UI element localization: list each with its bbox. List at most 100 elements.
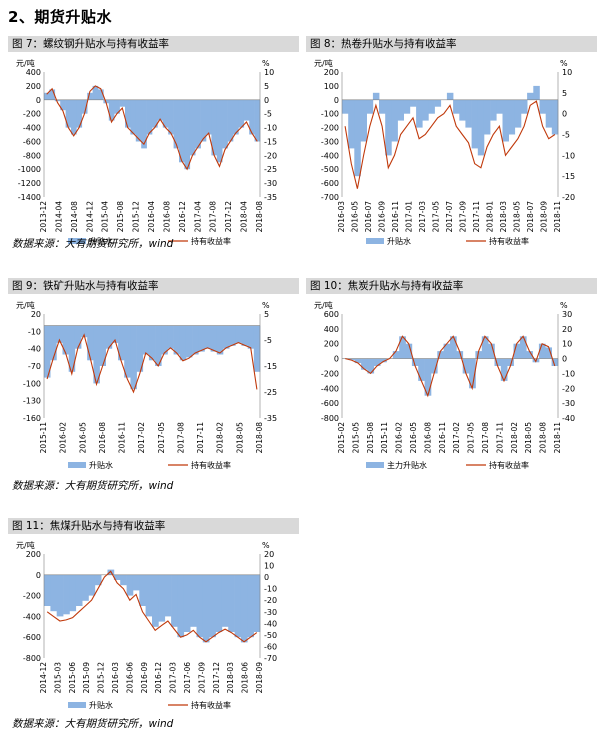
x-tick-label: 2018-03 xyxy=(499,201,508,233)
chart-fig9: 元/吨 %20-10-40-70-100-130-1605-5-15-25-352… xyxy=(16,300,277,470)
basis-bar xyxy=(155,325,162,366)
y-tick-left: -200 xyxy=(23,110,41,119)
y-unit-left: 元/吨 xyxy=(314,58,333,68)
x-tick-label: 2016-02 xyxy=(59,422,68,454)
y-tick-left: 0 xyxy=(334,355,339,364)
basis-bar xyxy=(437,351,444,359)
x-tick-label: 2017-11 xyxy=(472,201,481,233)
y-tick-right: -10 xyxy=(562,369,575,378)
y-tick-left: -160 xyxy=(23,414,41,423)
basis-bar xyxy=(152,574,159,627)
basis-bar xyxy=(222,99,228,149)
basis-bar xyxy=(379,99,386,114)
basis-bar xyxy=(391,99,398,142)
basis-bar xyxy=(82,574,89,601)
basis-bar xyxy=(179,99,185,163)
x-tick-label: 2017-09 xyxy=(197,662,206,694)
basis-bar xyxy=(132,574,140,591)
legend-swatch-basis xyxy=(68,462,86,468)
y-tick-right: -20 xyxy=(264,596,277,605)
x-tick-label: 2014-12 xyxy=(39,662,48,694)
x-tick-label: 2017-06 xyxy=(183,662,192,694)
basis-bar xyxy=(118,325,125,361)
x-tick-label: 2016-05 xyxy=(409,422,418,454)
basis-bar xyxy=(450,336,457,359)
basis-bar xyxy=(418,358,425,381)
x-tick-label: 2015-11 xyxy=(39,422,48,454)
basis-bar xyxy=(372,92,380,100)
basis-bar xyxy=(254,99,261,142)
basis-bar xyxy=(424,358,432,396)
basis-bar xyxy=(235,325,242,343)
legend-swatch-basis xyxy=(68,238,86,244)
x-tick-label: 2017-02 xyxy=(137,422,146,454)
y-tick-left: -600 xyxy=(23,633,41,642)
basis-bar xyxy=(507,358,514,366)
x-tick-label: 2016-03 xyxy=(111,662,120,694)
basis-bar xyxy=(198,325,205,352)
basis-bar xyxy=(68,325,76,372)
legend-swatch-basis xyxy=(68,702,86,708)
basis-bar xyxy=(204,325,211,349)
basis-bar xyxy=(63,574,70,615)
basis-bar xyxy=(209,574,216,638)
basis-bar xyxy=(385,99,392,156)
basis-bar xyxy=(81,99,88,114)
chart-panel-fig10: 图 10：焦炭升贴水与持有收益率 元/吨% 600 400 200 0 -200 -400-… xyxy=(306,278,597,478)
basis-bar xyxy=(139,574,146,606)
x-tick-label: 2015-04 xyxy=(101,201,110,233)
x-tick-label: 2017-08 xyxy=(481,422,490,454)
basis-bar xyxy=(366,99,374,114)
x-tick-label: 2018-03 xyxy=(226,662,235,694)
x-tick-label: 2015-06 xyxy=(68,662,77,694)
y-tick-left: -400 xyxy=(321,151,339,160)
x-tick-label: 2018-04 xyxy=(240,201,249,233)
basis-bar xyxy=(92,85,99,100)
y-tick-left: -200 xyxy=(321,124,339,133)
y-unit-left: 元/吨 xyxy=(16,540,35,550)
basis-bar xyxy=(183,574,191,632)
basis-bar xyxy=(105,325,113,349)
basis-bar xyxy=(161,325,168,355)
x-tick-label: 2014-08 xyxy=(70,201,79,233)
basis-bar xyxy=(56,574,64,617)
basis-bar xyxy=(71,99,77,135)
y-tick-right: -70 xyxy=(264,654,277,663)
y-tick-right: 10 xyxy=(264,68,274,77)
basis-bar xyxy=(56,325,63,343)
y-tick-right: -5 xyxy=(264,110,272,119)
x-tick-label: 2015-08 xyxy=(116,201,125,233)
x-tick-label: 2016-11 xyxy=(438,422,447,454)
y-unit-left: 元/吨 xyxy=(314,300,333,310)
basis-bar xyxy=(171,574,178,627)
basis-bar xyxy=(471,99,479,149)
chart-panel-fig11: 图 11：焦煤升贴水与持有收益率 元/吨% 200 0 -200 -400 -600 -80… xyxy=(8,518,299,714)
basis-bar xyxy=(215,574,223,632)
x-tick-label: 2015-02 xyxy=(337,422,346,454)
basis-bar xyxy=(247,574,254,638)
basis-bar xyxy=(196,574,204,638)
basis-bar xyxy=(430,358,438,374)
y-tick-right: 0 xyxy=(264,573,269,582)
basis-bar xyxy=(44,92,50,100)
legend-label-basis: 升贴水 xyxy=(387,236,411,246)
x-tick-label: 2018-06 xyxy=(241,662,250,694)
basis-bar xyxy=(99,325,106,366)
source-note-fig7: 数据来源：大有期货研究所，wind xyxy=(12,238,174,250)
basis-bar xyxy=(173,325,181,355)
basis-bar xyxy=(148,325,156,361)
basis-bar xyxy=(189,99,196,156)
basis-bar xyxy=(206,99,212,135)
y-tick-left: -800 xyxy=(23,151,41,160)
x-tick-label: 2016-08 xyxy=(162,201,171,233)
x-tick-label: 2015-12 xyxy=(132,201,141,233)
chart-fig8: 元/吨 %2001000-100-200-300-400-500-600-7001… xyxy=(314,58,575,246)
legend-swatch-basis xyxy=(366,462,384,468)
basis-bar xyxy=(113,574,121,580)
basis-bar xyxy=(44,325,51,378)
basis-bar xyxy=(202,574,210,643)
basis-bar xyxy=(403,99,411,114)
basis-bar xyxy=(348,358,356,361)
basis-bar xyxy=(177,574,185,638)
basis-bar xyxy=(551,99,559,135)
